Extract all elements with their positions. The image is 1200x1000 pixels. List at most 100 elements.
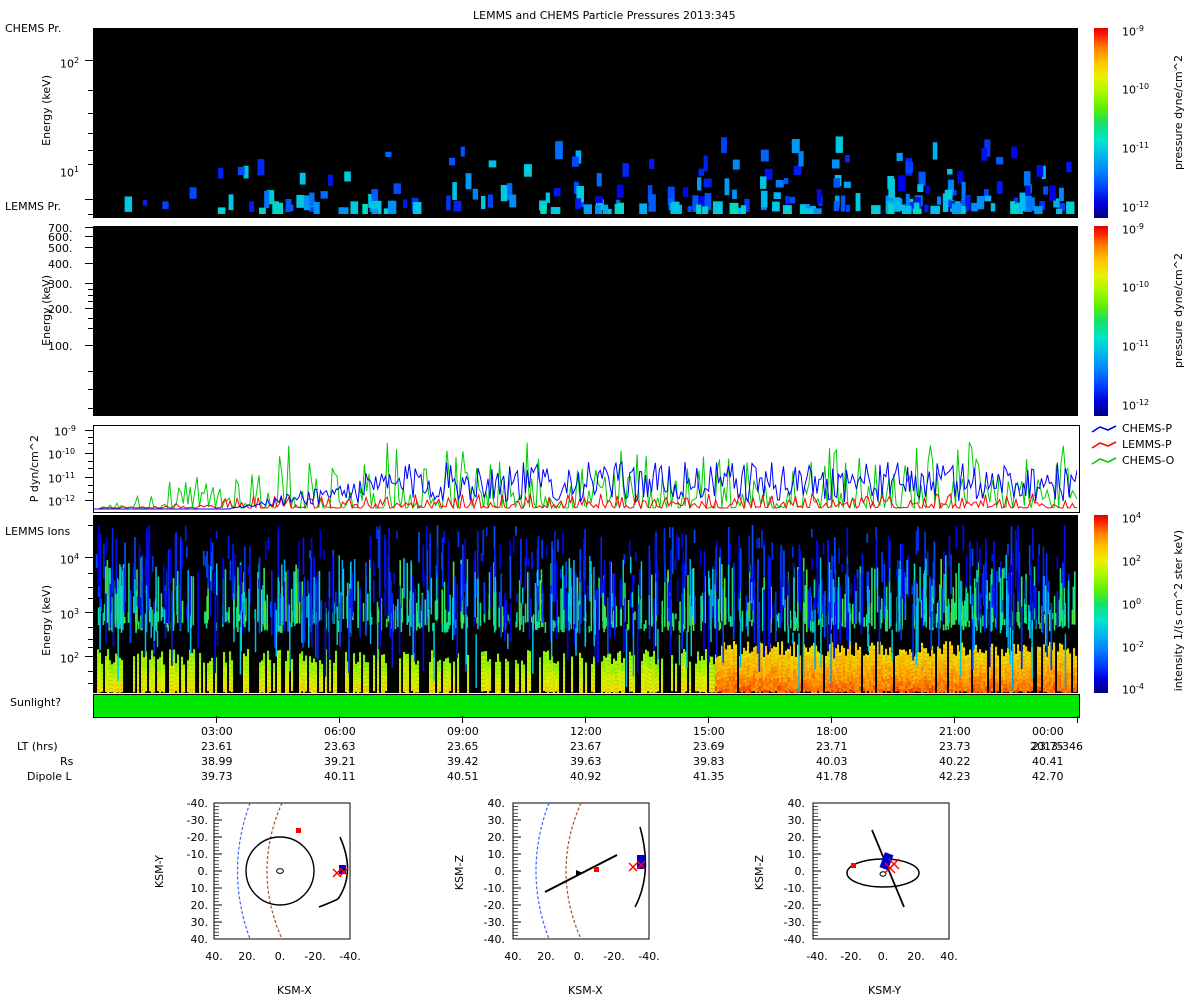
cb2-tick-9: 10-9 xyxy=(1122,222,1144,237)
legend-pressure-lines: CHEMS-P LEMMS-P CHEMS-O xyxy=(1090,420,1195,470)
colorbar-pressure-2 xyxy=(1094,226,1108,416)
xtick-lt-7: 23.75 xyxy=(1032,740,1064,753)
panel4-ylabel: Energy (keV) xyxy=(40,585,53,656)
panel3-ytick-11: 10-11 xyxy=(48,471,76,486)
cb1-tick-11: 10-11 xyxy=(1122,141,1150,156)
orbit3-svg: 40. 30. 20. 10. 0. -10. -20. -30. -40. -… xyxy=(784,797,958,963)
xtick-time-4: 15:00 xyxy=(693,725,725,738)
xtick-rs-6: 40.22 xyxy=(939,755,971,768)
panel-lemms-pressure[interactable] xyxy=(93,226,1078,416)
panel4-yaxis-ticks xyxy=(85,515,93,693)
orbit-plot-ksm-xy[interactable]: -40. -30. -20. -10. 0. 10. 20. 30. 40. 4… xyxy=(170,795,380,980)
xtick-lt-1: 23.63 xyxy=(324,740,356,753)
cb2-tick-11: 10-11 xyxy=(1122,339,1150,354)
panel3-ytick-10: 10-10 xyxy=(48,447,76,462)
legend-line-chems-p xyxy=(1091,425,1117,433)
xtick-rs-4: 39.83 xyxy=(693,755,725,768)
xtick-dl-5: 41.78 xyxy=(816,770,848,783)
panel1-ylabel: Energy (keV) xyxy=(40,75,53,146)
panel2-ytick-300: 300. xyxy=(48,278,73,291)
panel4-ytick-3: 103 xyxy=(60,607,80,622)
legend-label-chems-p: CHEMS-P xyxy=(1122,422,1172,435)
xtick-dl-3: 40.92 xyxy=(570,770,602,783)
panel-label-chems-pr: CHEMS Pr. xyxy=(5,22,62,35)
panel3-lineplot xyxy=(94,426,1077,510)
xaxis-tickmarks xyxy=(93,716,1080,724)
cb2-tick-10: 10-10 xyxy=(1122,280,1150,295)
colorbar2-label: pressure dyne/cm^2 xyxy=(1172,253,1185,368)
xtick-dl-2: 40.51 xyxy=(447,770,479,783)
panel-label-lemms-pr: LEMMS Pr. xyxy=(5,200,61,213)
cb2-tick-12: 10-12 xyxy=(1122,398,1150,413)
xaxis-end-date: 2013-346 xyxy=(1030,740,1083,753)
cb3-tick-4: 104 xyxy=(1122,511,1142,526)
xtick-dl-7: 42.70 xyxy=(1032,770,1064,783)
panel4-ytick-2: 102 xyxy=(60,651,80,666)
xtick-time-6: 21:00 xyxy=(939,725,971,738)
orbit-plot-ksm-yz[interactable]: 40. 30. 20. 10. 0. -10. -20. -30. -40. -… xyxy=(765,795,980,980)
panel4-ytick-4: 104 xyxy=(60,552,80,567)
xaxis-rowlabel-rs: Rs xyxy=(60,755,74,768)
panel2-ytick-500: 500. xyxy=(48,242,73,255)
orbit2-svg: 40. 30. 20. 10. 0. -10. -20. -30. -40. 4… xyxy=(484,797,660,963)
panel1-ytick-1: 101 xyxy=(60,165,80,180)
panel2-ytick-700: 700. xyxy=(48,222,73,235)
xtick-dl-6: 42.23 xyxy=(939,770,971,783)
sunlight-bar[interactable] xyxy=(93,694,1080,718)
panel-label-lemms-ions: LEMMS Ions xyxy=(5,525,71,538)
panel2-yaxis-ticks xyxy=(85,226,93,416)
xtick-rs-2: 39.42 xyxy=(447,755,479,768)
colorbar-intensity xyxy=(1094,515,1108,693)
legend-line-lemms-p xyxy=(1091,441,1117,449)
panel3-ytick-12: 10-12 xyxy=(48,494,76,509)
xtick-rs-5: 40.03 xyxy=(816,755,848,768)
panel2-ytick-400: 400. xyxy=(48,258,73,271)
sunlight-label: Sunlight? xyxy=(10,696,62,709)
colorbar1-label: pressure dyne/cm^2 xyxy=(1172,55,1185,170)
orbit2-xlabel: KSM-X xyxy=(568,984,603,997)
xaxis-rowlabel-dipolel: Dipole L xyxy=(27,770,72,783)
panel-lemms-ions[interactable] xyxy=(93,515,1078,693)
orbit1-xlabel: KSM-X xyxy=(277,984,312,997)
orbit-plot-ksm-xz[interactable]: 40. 30. 20. 10. 0. -10. -20. -30. -40. 4… xyxy=(465,795,680,980)
xtick-lt-2: 23.65 xyxy=(447,740,479,753)
panel1-ytick-2: 102 xyxy=(60,56,80,71)
xaxis-rowlabel-lt: LT (hrs) xyxy=(17,740,58,753)
colorbar-pressure-1 xyxy=(1094,28,1108,218)
xtick-dl-1: 40.11 xyxy=(324,770,356,783)
panel2-ytick-600: 600. xyxy=(48,231,73,244)
legend-line-chems-o xyxy=(1091,457,1117,465)
panel4-spectrogram xyxy=(93,515,1078,693)
panel3-yaxis-ticks xyxy=(85,425,93,511)
orbit1-ylabel: KSM-Y xyxy=(153,855,166,889)
xtick-time-3: 12:00 xyxy=(570,725,602,738)
panel3-ytick-9: 10-9 xyxy=(54,424,76,439)
xtick-rs-3: 39.63 xyxy=(570,755,602,768)
panel2-spectrogram xyxy=(93,226,1078,416)
xtick-time-7: 00:00 xyxy=(1032,725,1064,738)
legend-label-chems-o: CHEMS-O xyxy=(1122,454,1175,467)
panel1-spectrogram xyxy=(93,28,1078,218)
xtick-time-2: 09:00 xyxy=(447,725,479,738)
panel-chems-pressure[interactable] xyxy=(93,28,1078,218)
cb3-tick-0: 100 xyxy=(1122,597,1142,612)
xtick-lt-4: 23.69 xyxy=(693,740,725,753)
xtick-lt-6: 23.73 xyxy=(939,740,971,753)
xtick-time-0: 03:00 xyxy=(201,725,233,738)
xtick-dl-4: 41.35 xyxy=(693,770,725,783)
orbit3-xlabel: KSM-Y xyxy=(868,984,902,997)
xtick-time-1: 06:00 xyxy=(324,725,356,738)
xtick-rs-7: 40.41 xyxy=(1032,755,1064,768)
panel1-yaxis-ticks xyxy=(85,28,93,218)
xtick-time-5: 18:00 xyxy=(816,725,848,738)
colorbar3-label: intensity 1/(s cm^2 ster keV) xyxy=(1172,530,1185,692)
panel-pressure-lines[interactable] xyxy=(93,425,1080,513)
orbit1-svg: -40. -30. -20. -10. 0. 10. 20. 30. 40. 4… xyxy=(187,797,361,963)
xtick-dl-0: 39.73 xyxy=(201,770,233,783)
cb3-tick-m2: 10-2 xyxy=(1122,640,1144,655)
cb1-tick-12: 10-12 xyxy=(1122,200,1150,215)
xtick-lt-5: 23.71 xyxy=(816,740,848,753)
xtick-lt-3: 23.67 xyxy=(570,740,602,753)
panel2-ytick-100: 100. xyxy=(48,340,73,353)
cb1-tick-9: 10-9 xyxy=(1122,24,1144,39)
